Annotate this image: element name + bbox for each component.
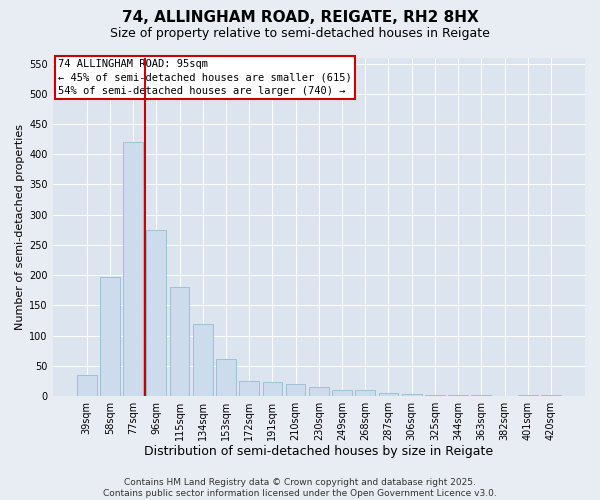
Bar: [193, 324, 212, 396]
Bar: [239, 381, 259, 396]
X-axis label: Distribution of semi-detached houses by size in Reigate: Distribution of semi-detached houses by …: [144, 444, 493, 458]
Bar: [332, 390, 352, 396]
Bar: [379, 393, 398, 396]
Text: Contains HM Land Registry data © Crown copyright and database right 2025.
Contai: Contains HM Land Registry data © Crown c…: [103, 478, 497, 498]
Bar: [216, 358, 236, 396]
Y-axis label: Number of semi-detached properties: Number of semi-detached properties: [15, 124, 25, 330]
Bar: [355, 390, 375, 396]
Bar: [77, 375, 97, 396]
Bar: [402, 394, 422, 396]
Bar: [123, 142, 143, 396]
Bar: [286, 384, 305, 396]
Bar: [146, 230, 166, 396]
Text: 74, ALLINGHAM ROAD, REIGATE, RH2 8HX: 74, ALLINGHAM ROAD, REIGATE, RH2 8HX: [122, 10, 478, 25]
Bar: [100, 277, 120, 396]
Bar: [425, 395, 445, 396]
Text: 74 ALLINGHAM ROAD: 95sqm
← 45% of semi-detached houses are smaller (615)
54% of : 74 ALLINGHAM ROAD: 95sqm ← 45% of semi-d…: [58, 59, 352, 96]
Bar: [263, 382, 282, 396]
Bar: [309, 387, 329, 396]
Bar: [170, 288, 190, 396]
Text: Size of property relative to semi-detached houses in Reigate: Size of property relative to semi-detach…: [110, 28, 490, 40]
